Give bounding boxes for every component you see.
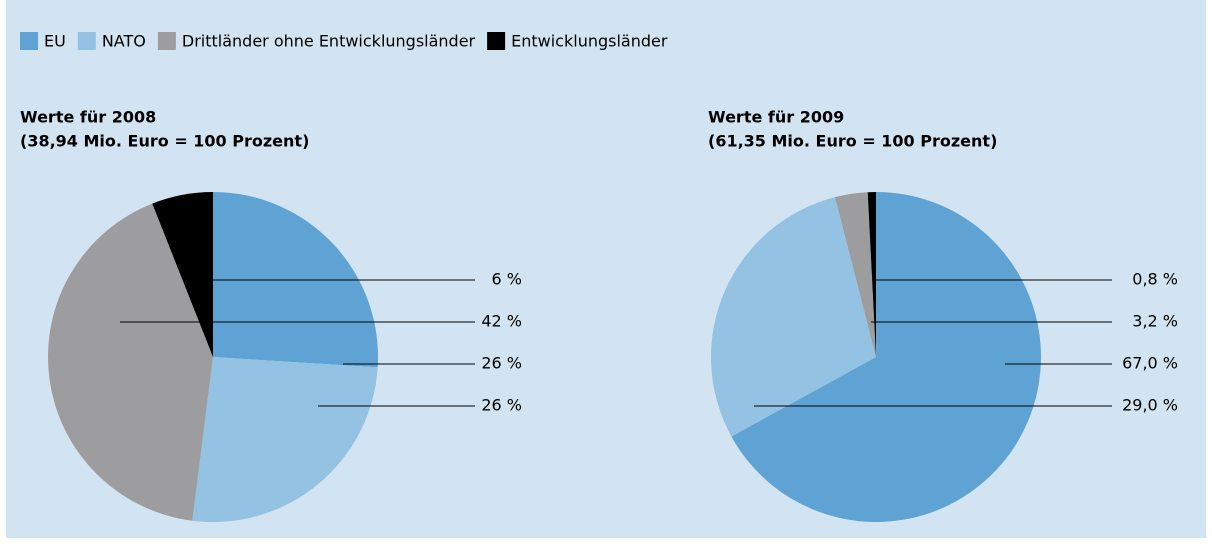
pie-slice: [867, 192, 876, 357]
pie-slice: [152, 192, 213, 357]
data-label: 0,8 %: [1132, 270, 1178, 289]
pie-slice: [834, 192, 876, 357]
data-label: 26 %: [481, 354, 522, 373]
data-label: 67,0 %: [1122, 354, 1178, 373]
pie-slice: [48, 203, 214, 521]
data-label: 42 %: [481, 312, 522, 331]
chart-subtitle: (38,94 Mio. Euro = 100 Prozent): [20, 132, 309, 151]
data-label: 26 %: [481, 396, 522, 415]
data-label: 29,0 %: [1122, 396, 1178, 415]
pie-slice: [192, 357, 378, 522]
data-label: 6 %: [492, 270, 522, 289]
chart-subtitle: (61,35 Mio. Euro = 100 Prozent): [708, 132, 997, 151]
legend-swatch: [77, 32, 96, 50]
pie-slice: [711, 197, 876, 437]
legend: EU NATO Drittländer ohne Entwicklungslände…: [20, 32, 668, 51]
data-label: 3,2 %: [1132, 312, 1178, 331]
legend-label: EU: [44, 32, 66, 51]
chart-title: Werte für 2009: [708, 108, 844, 127]
chart-title: Werte für 2008: [20, 108, 156, 127]
legend-swatch: [487, 32, 506, 50]
legend-label: Entwicklungsländer: [511, 32, 668, 51]
legend-swatch: [157, 32, 176, 50]
legend-swatch: [20, 32, 38, 50]
pie-slice: [731, 191, 1041, 523]
legend-label: NATO: [102, 32, 146, 51]
legend-label: Drittländer ohne Entwicklungsländer: [182, 32, 476, 51]
